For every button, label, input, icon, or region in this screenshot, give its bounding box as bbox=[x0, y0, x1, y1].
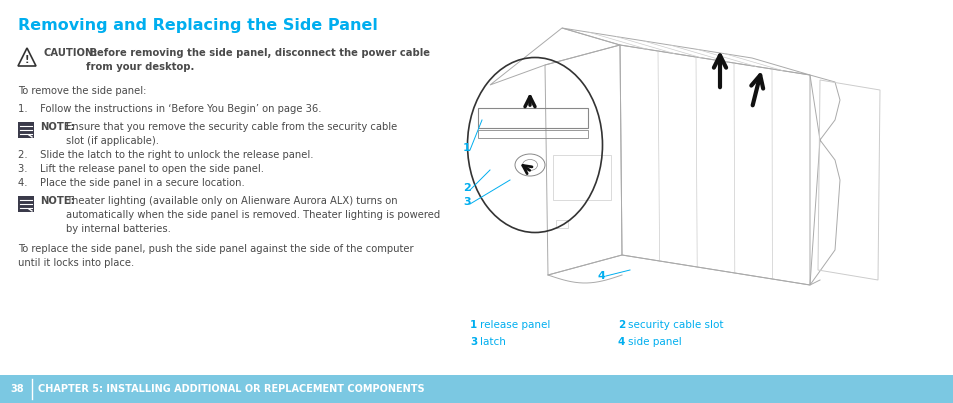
Text: 1.    Follow the instructions in ‘Before You Begin’ on page 36.: 1. Follow the instructions in ‘Before Yo… bbox=[18, 104, 321, 114]
Text: side panel: side panel bbox=[627, 337, 681, 347]
Bar bbox=[477, 108, 587, 128]
Text: !: ! bbox=[25, 55, 30, 65]
Text: 2: 2 bbox=[462, 183, 470, 193]
Text: Removing and Replacing the Side Panel: Removing and Replacing the Side Panel bbox=[18, 18, 377, 33]
Text: 3: 3 bbox=[470, 337, 476, 347]
Text: 1: 1 bbox=[462, 143, 470, 153]
Text: 2: 2 bbox=[618, 320, 624, 330]
Text: 4.    Place the side panel in a secure location.: 4. Place the side panel in a secure loca… bbox=[18, 178, 245, 188]
Text: security cable slot: security cable slot bbox=[627, 320, 722, 330]
Text: latch: latch bbox=[479, 337, 505, 347]
Bar bbox=[477, 130, 587, 138]
Text: Before removing the side panel, disconnect the power cable
from your desktop.: Before removing the side panel, disconne… bbox=[86, 48, 430, 72]
Text: 4: 4 bbox=[618, 337, 625, 347]
Text: 1: 1 bbox=[470, 320, 476, 330]
Text: Theater lighting (available only on Alienware Aurora ALX) turns on
automatically: Theater lighting (available only on Alie… bbox=[66, 196, 439, 234]
Text: 4: 4 bbox=[598, 271, 605, 281]
Text: CAUTION:: CAUTION: bbox=[44, 48, 98, 58]
Text: To remove the side panel:: To remove the side panel: bbox=[18, 86, 146, 96]
Text: release panel: release panel bbox=[479, 320, 550, 330]
Text: To replace the side panel, push the side panel against the side of the computer
: To replace the side panel, push the side… bbox=[18, 244, 414, 268]
Text: CHAPTER 5: INSTALLING ADDITIONAL OR REPLACEMENT COMPONENTS: CHAPTER 5: INSTALLING ADDITIONAL OR REPL… bbox=[38, 384, 424, 394]
Bar bbox=[556, 220, 567, 228]
Text: 38: 38 bbox=[10, 384, 24, 394]
Text: 2.    Slide the latch to the right to unlock the release panel.: 2. Slide the latch to the right to unloc… bbox=[18, 150, 314, 160]
Text: NOTE:: NOTE: bbox=[40, 122, 74, 132]
Bar bbox=[18, 196, 34, 212]
Bar bbox=[0, 375, 953, 403]
Bar bbox=[18, 122, 34, 138]
Text: 3.    Lift the release panel to open the side panel.: 3. Lift the release panel to open the si… bbox=[18, 164, 264, 174]
Text: Ensure that you remove the security cable from the security cable
slot (if appli: Ensure that you remove the security cabl… bbox=[66, 122, 396, 146]
Text: NOTE:: NOTE: bbox=[40, 196, 74, 206]
Bar bbox=[553, 155, 610, 200]
Text: 3: 3 bbox=[462, 197, 470, 207]
